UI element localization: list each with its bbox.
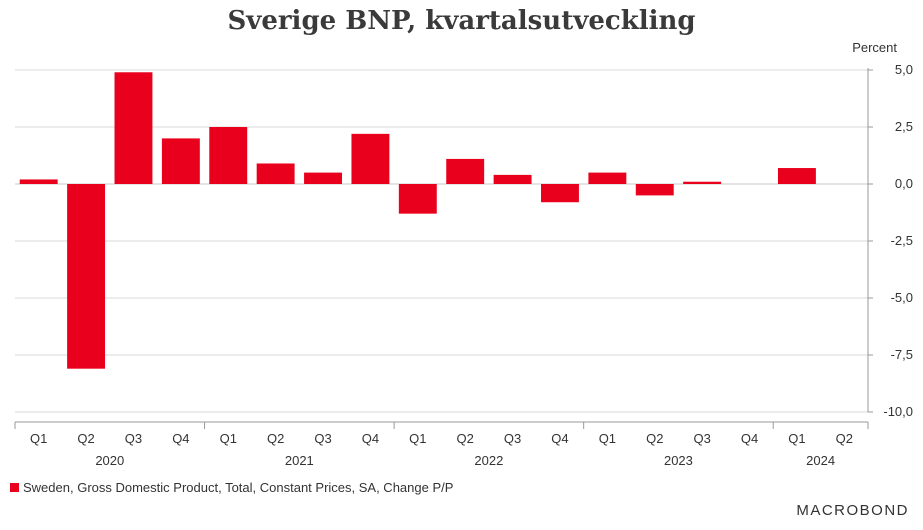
bar: [67, 184, 106, 369]
x-tick-label: Q3: [314, 431, 331, 446]
x-tick-label: Q4: [551, 431, 568, 446]
y-tick-label: 2,5: [895, 119, 913, 134]
x-tick-label: Q1: [409, 431, 426, 446]
x-tick-label: Q2: [267, 431, 284, 446]
year-label: 2024: [806, 453, 835, 468]
y-tick-label: -10,0: [883, 404, 913, 419]
bar: [446, 158, 485, 184]
year-label: 2021: [285, 453, 314, 468]
x-tick-label: Q2: [457, 431, 474, 446]
bars: [19, 72, 816, 369]
x-tick-label: Q2: [646, 431, 663, 446]
x-tick-label: Q1: [788, 431, 805, 446]
x-tick-label: Q3: [125, 431, 142, 446]
legend-swatch: [10, 483, 19, 492]
bar: [635, 184, 674, 196]
bar: [493, 174, 532, 184]
year-label: 2022: [474, 453, 503, 468]
y-tick-label: -5,0: [891, 290, 913, 305]
bar: [19, 179, 58, 184]
axes: 5,0 2,5 0,0 -2,5 -5,0 -7,5 -10,0 Q1 Q2 Q3 Q4 Q1 Q2 Q3…: [14, 62, 913, 468]
brand-logo: MACROBOND: [796, 502, 909, 519]
x-tick-label: Q2: [77, 431, 94, 446]
legend: Sweden, Gross Domestic Product, Total, C…: [10, 480, 453, 495]
bar: [683, 181, 722, 184]
bar: [398, 184, 437, 214]
bar: [588, 172, 627, 184]
bar: [777, 168, 816, 184]
bar: [351, 133, 390, 184]
y-tick-label: -2,5: [891, 233, 913, 248]
year-label: 2023: [664, 453, 693, 468]
x-tick-label: Q4: [741, 431, 758, 446]
y-tick-label: 0,0: [895, 176, 913, 191]
gridlines: [15, 69, 868, 413]
bar: [209, 127, 248, 184]
bar: [114, 72, 153, 184]
bar-chart: 5,0 2,5 0,0 -2,5 -5,0 -7,5 -10,0 Q1 Q2 Q3 Q4 Q1 Q2 Q3…: [14, 40, 913, 468]
year-label: 2020: [95, 453, 124, 468]
x-tick-label: Q3: [504, 431, 521, 446]
x-tick-label: Q2: [836, 431, 853, 446]
y-tick-label: 5,0: [895, 62, 913, 77]
y-tick-label: -7,5: [891, 347, 913, 362]
x-tick-label: Q4: [172, 431, 189, 446]
chart-title: Sverige BNP, kvartalsutveckling: [227, 6, 696, 36]
y-unit-label: Percent: [852, 40, 897, 55]
bar: [256, 163, 295, 184]
x-tick-label: Q3: [693, 431, 710, 446]
x-tick-label: Q1: [30, 431, 47, 446]
bar: [161, 138, 200, 184]
bar: [304, 172, 342, 184]
x-tick-label: Q1: [220, 431, 237, 446]
bar: [541, 184, 579, 203]
x-tick-label: Q4: [362, 431, 379, 446]
legend-label: Sweden, Gross Domestic Product, Total, C…: [23, 480, 454, 495]
x-tick-label: Q1: [599, 431, 616, 446]
